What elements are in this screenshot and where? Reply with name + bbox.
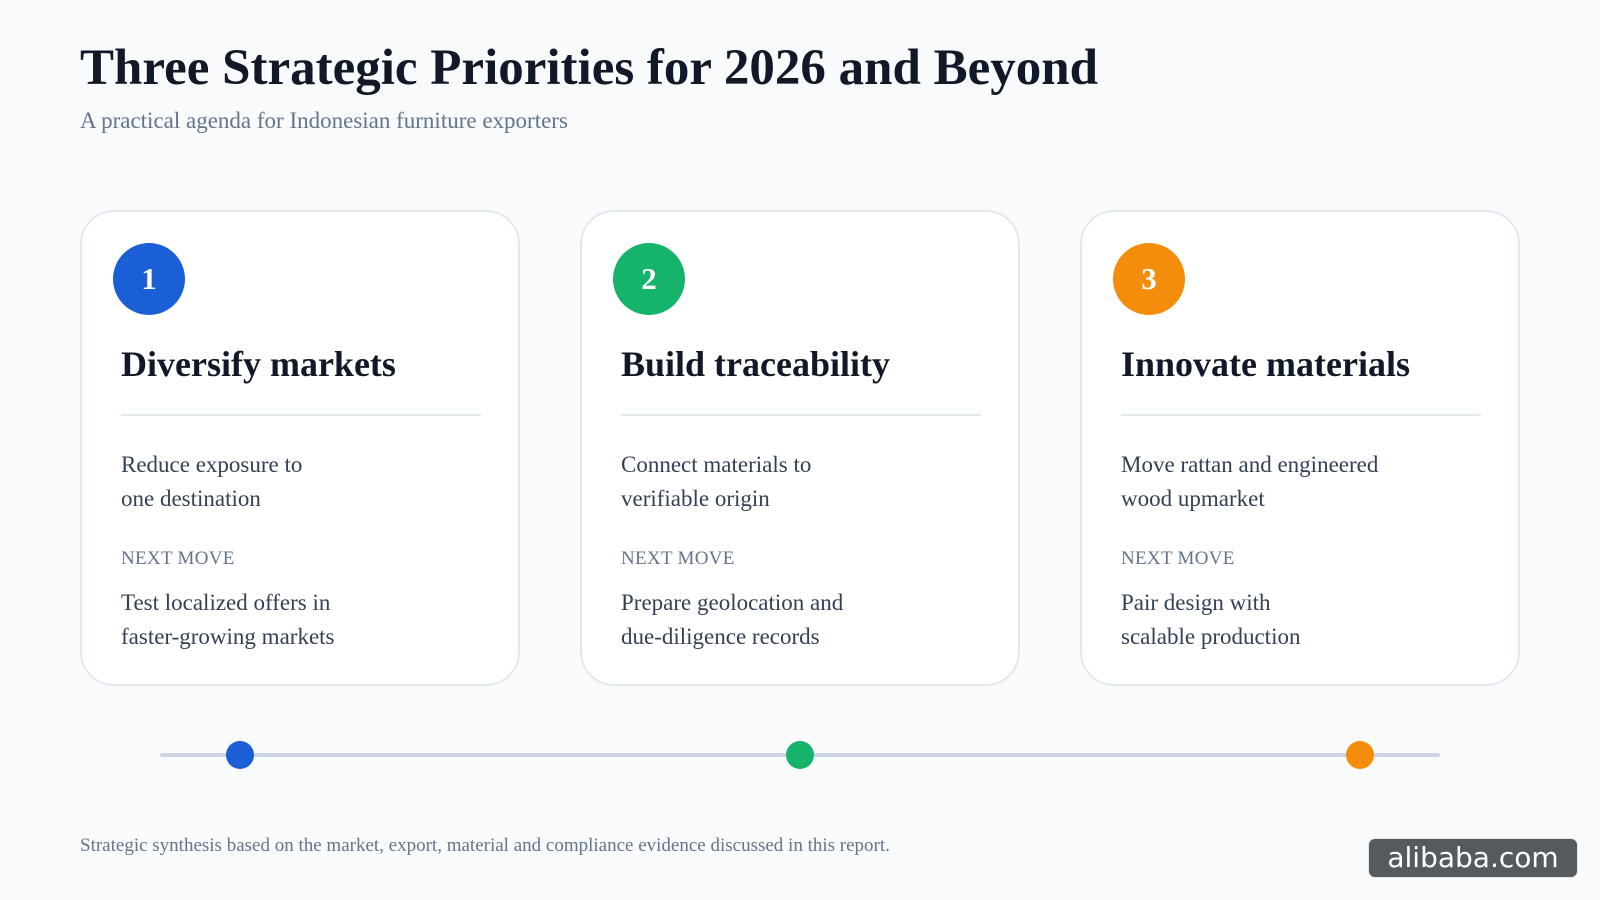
priority-description: Connect materials to verifiable origin [621, 448, 981, 516]
card-divider [121, 414, 481, 416]
priority-timeline [160, 740, 1440, 770]
priority-description-line: wood upmarket [1121, 486, 1265, 511]
card-divider [1121, 414, 1481, 416]
next-move-text: Prepare geolocation and due-diligence re… [621, 586, 981, 654]
next-move-label: NEXT MOVE [621, 548, 735, 569]
source-footnote: Strategic synthesis based on the market,… [80, 835, 890, 856]
next-move-label: NEXT MOVE [121, 548, 235, 569]
next-move-line: Prepare geolocation and [621, 590, 844, 615]
priority-title: Innovate materials [1121, 344, 1410, 384]
priority-card-build-traceability: 2 Build traceability Connect materials t… [580, 210, 1020, 686]
priority-description-line: verifiable origin [621, 486, 770, 511]
next-move-text: Pair design with scalable production [1121, 586, 1481, 654]
next-move-line: Pair design with [1121, 590, 1271, 615]
timeline-dot-3 [1346, 741, 1374, 769]
priority-description-line: Connect materials to [621, 452, 812, 477]
priority-description-line: one destination [121, 486, 261, 511]
priority-description: Move rattan and engineered wood upmarket [1121, 448, 1481, 516]
card-divider [621, 414, 981, 416]
next-move-label: NEXT MOVE [1121, 548, 1235, 569]
page-subtitle: A practical agenda for Indonesian furnit… [80, 108, 568, 133]
priority-description-line: Reduce exposure to [121, 452, 303, 477]
next-move-line: scalable production [1121, 624, 1301, 649]
timeline-dot-1 [226, 741, 254, 769]
next-move-text: Test localized offers in faster-growing … [121, 586, 481, 654]
next-move-line: faster-growing markets [121, 624, 335, 649]
next-move-line: Test localized offers in [121, 590, 331, 615]
priority-card-innovate-materials: 3 Innovate materials Move rattan and eng… [1080, 210, 1520, 686]
priority-description: Reduce exposure to one destination [121, 448, 481, 516]
watermark-logo: alibaba.com [1368, 838, 1578, 878]
timeline-dot-2 [786, 741, 814, 769]
priority-number-badge: 1 [113, 243, 185, 315]
priority-card-diversify-markets: 1 Diversify markets Reduce exposure to o… [80, 210, 520, 686]
priority-title: Build traceability [621, 344, 890, 384]
page-title: Three Strategic Priorities for 2026 and … [80, 40, 1098, 96]
priority-description-line: Move rattan and engineered [1121, 452, 1379, 477]
priority-number-badge: 3 [1113, 243, 1185, 315]
priority-title: Diversify markets [121, 344, 396, 384]
next-move-line: due-diligence records [621, 624, 820, 649]
priority-number-badge: 2 [613, 243, 685, 315]
